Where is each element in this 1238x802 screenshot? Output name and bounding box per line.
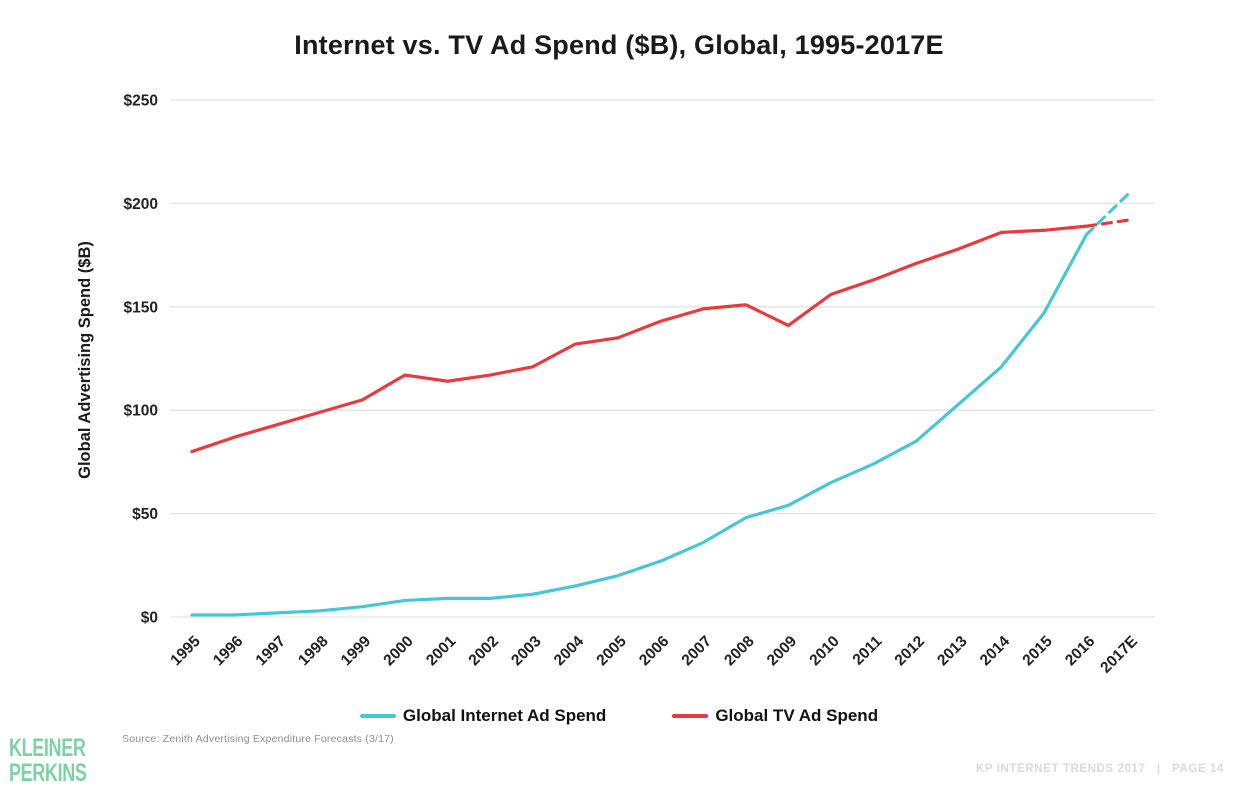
x-tick-label: 2016 [1062, 633, 1099, 670]
x-tick-label: 2013 [934, 633, 971, 670]
source-note: Source: Zenith Advertising Expenditure F… [122, 733, 394, 745]
internet-line-swatch [359, 714, 396, 718]
x-tick-label: 2011 [850, 633, 886, 669]
tv-line [190, 224, 1089, 454]
y-axis-title: Global Advertising Spend ($B) [76, 241, 94, 479]
tv-line-forecast [1084, 218, 1131, 228]
internet-line-forecast [1084, 191, 1131, 237]
x-tick-label: 1999 [338, 633, 375, 670]
x-tick-label: 2003 [508, 633, 545, 670]
y-tick-label: $250 [124, 93, 158, 110]
footer-page-info: KP INTERNET TRENDS 2017 | PAGE 14 [975, 763, 1224, 775]
x-tick-label: 2010 [806, 633, 842, 669]
ad-spend-line-chart: $0 $50 $100 $150 $200 $250 Global Advertising … [76, 93, 1155, 677]
internet-line [190, 232, 1089, 617]
x-tick-label: 2000 [380, 633, 416, 669]
logo-line-2: PERKINS [9, 759, 87, 787]
y-tick-label: $150 [124, 299, 158, 316]
tv-line-swatch [672, 714, 709, 718]
logo-line-1: KLEINER [9, 734, 86, 762]
y-tick-label: $50 [132, 506, 158, 523]
x-tick-label: 2007 [679, 633, 715, 669]
legend-label-internet: Global Internet Ad Spend [402, 706, 607, 725]
y-tick-label: $0 [141, 610, 158, 627]
x-tick-label: 1995 [167, 633, 204, 670]
kleiner-perkins-logo: KLEINER PERKINS [9, 736, 87, 786]
x-tick-label: 2009 [764, 633, 801, 670]
x-tick-label: 2004 [551, 633, 588, 670]
x-tick-label: 2015 [1019, 633, 1056, 670]
x-tick-label: 2008 [721, 633, 758, 670]
y-tick-label: $200 [124, 196, 158, 213]
x-tick-label: 1998 [295, 633, 332, 670]
legend-item-internet: Global Internet Ad Spend [359, 706, 607, 726]
x-tick-label: 1997 [253, 633, 289, 669]
x-tick-label: 2017E [1097, 633, 1141, 677]
y-tick-label: $100 [124, 403, 158, 420]
x-tick-label: 2014 [977, 633, 1014, 670]
chart-title: Internet vs. TV Ad Spend ($B), Global, 1… [294, 30, 944, 60]
x-tick-label: 2005 [593, 633, 630, 670]
legend-label-tv: Global TV Ad Spend [715, 706, 879, 725]
chart-legend: Global Internet Ad Spend Global TV Ad Sp… [0, 706, 1238, 726]
x-tick-label: 2006 [636, 633, 673, 670]
x-tick-label: 2001 [423, 633, 460, 670]
x-tick-label: 2002 [466, 633, 502, 669]
legend-item-tv: Global TV Ad Spend [672, 706, 878, 726]
x-tick-label: 1996 [210, 633, 247, 670]
x-tick-label: 2012 [892, 633, 928, 669]
